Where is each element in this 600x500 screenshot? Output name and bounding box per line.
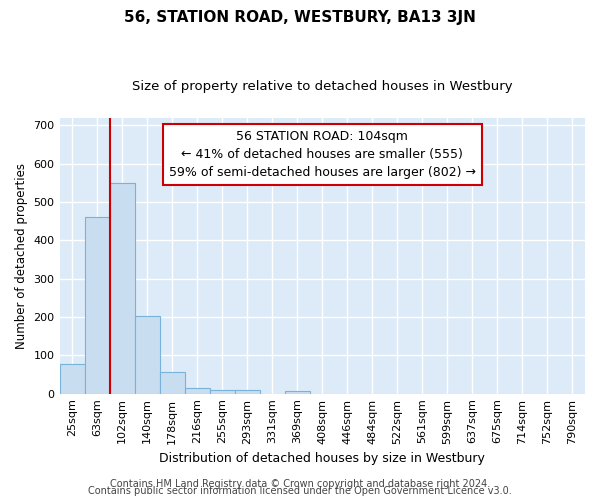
Bar (59, 364, 85, 394)
Bar (134, 316, 160, 394)
X-axis label: Distribution of detached houses by size in Westbury: Distribution of detached houses by size … (160, 452, 485, 465)
Title: Size of property relative to detached houses in Westbury: Size of property relative to detached ho… (132, 80, 512, 93)
Bar (110, 183, 134, 394)
Bar (285, 390, 310, 394)
Text: 56 STATION ROAD: 104sqm
← 41% of detached houses are smaller (555)
59% of semi-d: 56 STATION ROAD: 104sqm ← 41% of detache… (169, 130, 476, 179)
Text: 56, STATION ROAD, WESTBURY, BA13 3JN: 56, STATION ROAD, WESTBURY, BA13 3JN (124, 10, 476, 25)
Bar (85, 218, 110, 394)
Bar (160, 372, 185, 394)
Bar (185, 388, 209, 394)
Bar (209, 390, 235, 394)
Text: Contains public sector information licensed under the Open Government Licence v3: Contains public sector information licen… (88, 486, 512, 496)
Bar (235, 390, 260, 394)
Y-axis label: Number of detached properties: Number of detached properties (15, 162, 28, 348)
Text: Contains HM Land Registry data © Crown copyright and database right 2024.: Contains HM Land Registry data © Crown c… (110, 479, 490, 489)
